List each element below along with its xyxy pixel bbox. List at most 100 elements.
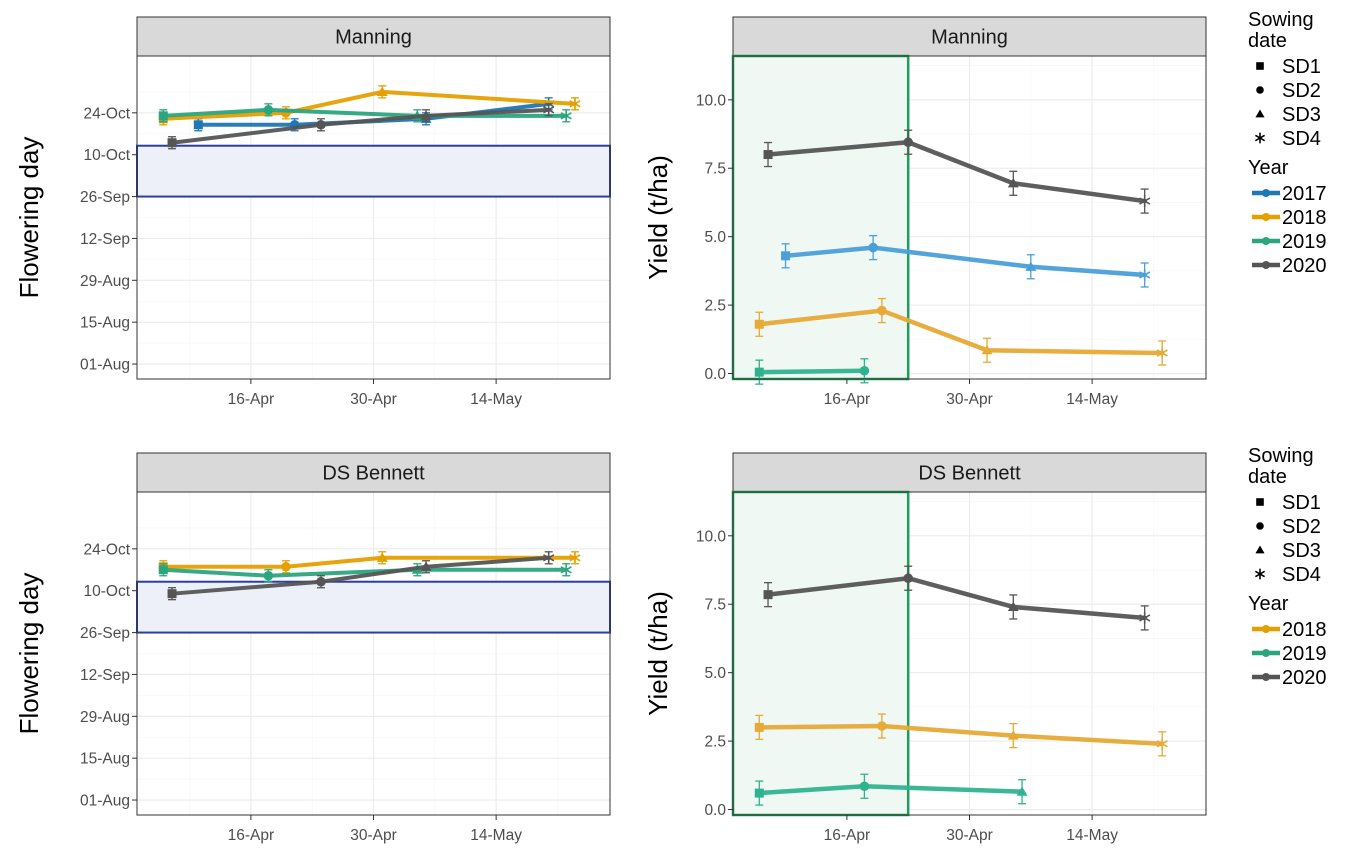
y-tick-label: 10.0: [696, 528, 727, 545]
point-2020-SD2: [903, 137, 913, 148]
series-line-2017: [783, 245, 1147, 278]
y-tick-label: 5.0: [704, 665, 726, 682]
y-tick-label: 01-Aug: [80, 793, 130, 810]
point-2018-SD2: [877, 305, 887, 316]
legend-label-year: 2018: [1282, 619, 1327, 641]
legend-key-SD2: [1256, 522, 1264, 530]
y-tick-label: 10.0: [696, 92, 727, 109]
panel-strip-title: DS Bennett: [322, 463, 425, 485]
asterisk-stroke: [560, 566, 572, 574]
yield-window-band: [731, 490, 910, 817]
panel-strip-title: DS Bennett: [918, 463, 1021, 485]
legend-key-SD4: [1254, 568, 1266, 580]
point-2018-SD2: [877, 721, 887, 731]
legend-key-SD3: [1255, 545, 1265, 554]
point-2020-SD1: [167, 138, 177, 148]
point-2019-SD3: [1016, 786, 1028, 796]
series-2020: [763, 129, 1151, 214]
point-2019-SD2: [859, 365, 870, 376]
point-2019-SD2: [263, 105, 274, 115]
y-axis-title: Flowering day: [14, 573, 44, 735]
point-2019-SD4: [560, 109, 572, 122]
legend-key-dot: [1262, 625, 1270, 633]
y-tick-label: 29-Aug: [80, 709, 130, 726]
legend-key-SD1: [1256, 498, 1264, 506]
asterisk-stroke: [569, 554, 581, 562]
legend-label-year: 2020: [1282, 667, 1327, 689]
x-tick-label: 30-Apr: [350, 391, 397, 408]
legend-key-SD4: [1254, 132, 1266, 144]
legend-key-dot: [1262, 237, 1270, 245]
legend-label-shape: SD4: [1282, 564, 1321, 586]
legend-label-year: 2019: [1282, 643, 1327, 665]
series-line-2020: [170, 555, 551, 596]
y-tick-label: 24-Oct: [83, 105, 130, 122]
point-2020-SD4: [1139, 195, 1151, 208]
legend-title-shape-line1: Sowing: [1248, 445, 1314, 467]
panel-4: DS Bennett 16-Apr 30-Apr 14-May 0.0 2.5 5.0 7.5…: [643, 452, 1207, 844]
x-tick-label: 30-Apr: [946, 827, 993, 844]
point-2020-SD1: [763, 590, 773, 600]
y-tick-label: 5.0: [704, 229, 726, 246]
legend-title-shape-line2: date: [1248, 466, 1287, 488]
series-2019: [754, 773, 1028, 806]
x-tick-label: 16-Apr: [228, 391, 275, 408]
asterisk-stroke: [1156, 349, 1168, 357]
x-tick-label: 14-May: [1066, 391, 1118, 408]
x-tick-label: 16-Apr: [824, 827, 871, 844]
point-2020-SD4: [543, 103, 555, 116]
y-tick-label: 01-Aug: [80, 357, 130, 374]
asterisk-stroke: [569, 100, 581, 108]
point-2017-SD4: [1139, 268, 1151, 281]
legend-key-dot: [1262, 649, 1270, 657]
y-axis-title: Yield (t/ha): [643, 591, 673, 716]
y-axis-title: Flowering day: [14, 137, 44, 299]
point-2017-SD2: [868, 242, 878, 253]
point-2018-SD4: [569, 97, 581, 110]
legend-label-shape: SD1: [1282, 56, 1321, 78]
series-2018: [754, 713, 1168, 757]
point-2019-SD1: [158, 565, 168, 575]
asterisk-stroke: [1254, 134, 1266, 142]
x-tick-label: 14-May: [470, 391, 522, 408]
legend-key-dot: [1262, 189, 1270, 197]
point-2018-SD3: [981, 344, 993, 355]
point-2020-SD3: [420, 110, 432, 120]
legend-key-SD1: [1256, 62, 1264, 70]
point-2019-SD2: [859, 781, 870, 792]
point-2018-SD1: [754, 319, 764, 329]
panel-2: Manning 16-Apr 30-Apr 14-May 0.0 2.5 5.0 7.5 10.…: [643, 16, 1207, 408]
asterisk-stroke: [543, 554, 555, 562]
asterisk-stroke: [1139, 271, 1151, 279]
point-2019-SD1: [754, 367, 764, 377]
y-tick-label: 24-Oct: [83, 541, 130, 558]
legend-key-SD3: [1255, 109, 1265, 118]
x-tick-label: 16-Apr: [228, 827, 275, 844]
panel-strip-title: Manning: [931, 27, 1008, 49]
y-tick-label: 0.0: [704, 802, 726, 819]
point-2020-SD2: [903, 573, 913, 584]
legend-label-shape: SD3: [1282, 104, 1321, 126]
y-tick-label: 2.5: [704, 734, 726, 751]
legend-title-color: Year: [1248, 593, 1289, 615]
y-tick-label: 26-Sep: [80, 625, 130, 642]
panel-strip: [732, 452, 1207, 493]
point-2019-SD2: [263, 570, 274, 581]
panel-1: Manning 16-Apr 30-Apr 14-May 01-Aug 15-Aug 29-…: [14, 16, 611, 408]
panel-strip: [136, 16, 611, 57]
point-2017-SD1: [781, 251, 791, 261]
series-line-2019: [757, 368, 867, 375]
panel-strip-title: Manning: [335, 27, 412, 49]
point-2018-SD3: [1007, 730, 1019, 740]
y-tick-label: 0.0: [704, 366, 726, 383]
y-tick-label: 10-Oct: [83, 583, 130, 600]
point-2018-SD3: [376, 86, 388, 96]
series-line-2018: [161, 89, 577, 121]
x-tick-label: 30-Apr: [350, 827, 397, 844]
series-line-2020: [765, 575, 1147, 621]
series-line-2020: [170, 107, 551, 145]
legend-label-shape: SD2: [1282, 516, 1321, 538]
point-2019-SD4: [560, 563, 572, 576]
point-2018-SD3: [376, 552, 388, 562]
point-2020-SD3: [1007, 601, 1019, 612]
